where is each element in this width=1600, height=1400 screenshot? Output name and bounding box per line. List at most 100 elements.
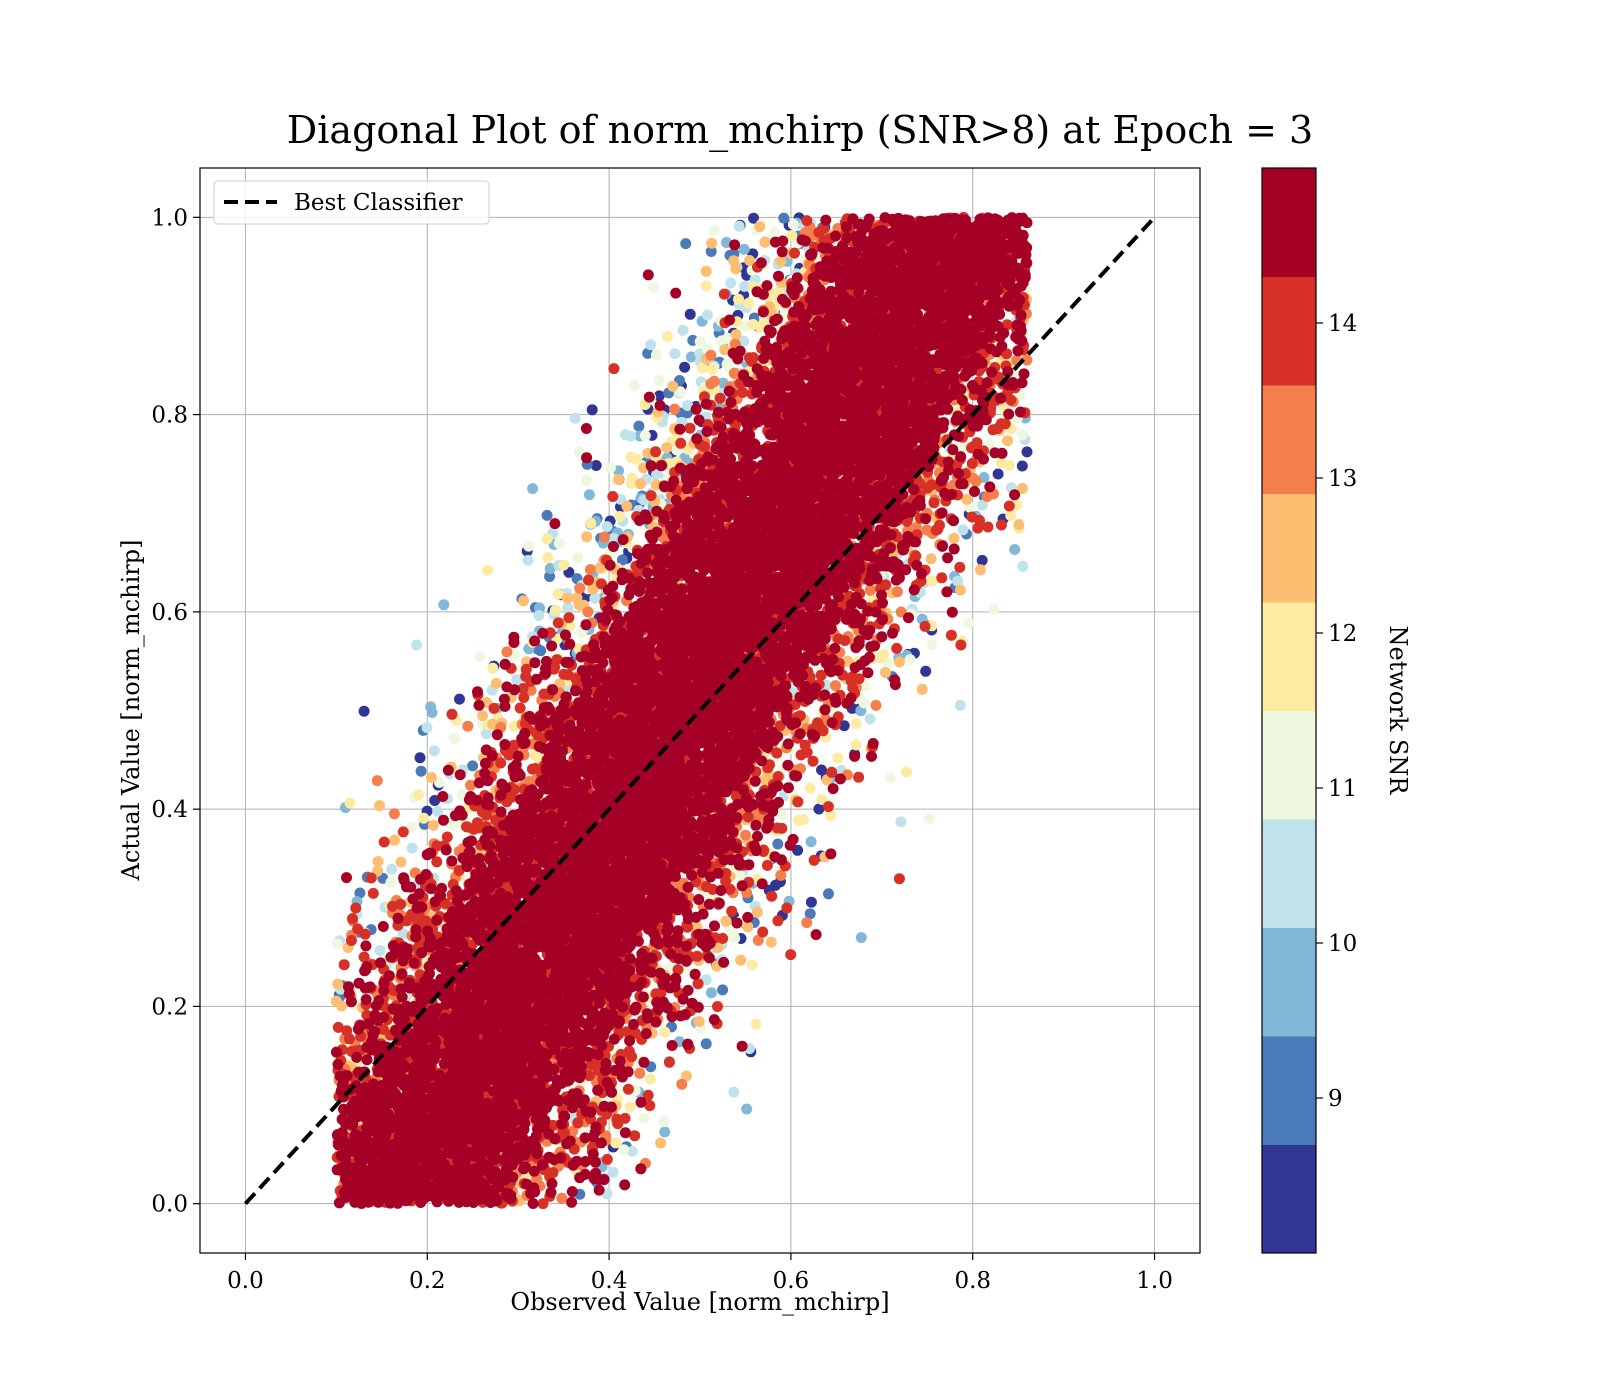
scatter-point: [608, 532, 620, 544]
scatter-point: [910, 550, 922, 562]
scatter-point: [954, 584, 966, 596]
scatter-point: [974, 514, 985, 526]
scatter-point: [626, 473, 638, 485]
scatter-point: [619, 429, 631, 441]
scatter-point: [650, 349, 662, 361]
scatter-point: [425, 771, 437, 783]
scatter-point: [426, 707, 438, 718]
scatter-point: [926, 575, 938, 587]
scatter-point: [701, 309, 713, 321]
scatter-point: [614, 511, 626, 522]
scatter-point: [667, 380, 679, 392]
scatter-point: [613, 474, 625, 485]
scatter-point: [786, 230, 798, 241]
scatter-point: [719, 344, 731, 356]
scatter-point: [345, 935, 357, 946]
scatter-point: [661, 442, 673, 454]
scatter-point: [413, 789, 424, 801]
scatter-point: [742, 921, 754, 933]
scatter-point: [653, 374, 665, 386]
scatter-point: [712, 1001, 723, 1012]
scatter-point: [684, 308, 696, 320]
scatter-point: [746, 959, 758, 971]
scatter-point: [624, 1101, 636, 1113]
scatter-point: [659, 1126, 671, 1138]
scatter-point: [751, 906, 763, 918]
scatter-point: [658, 1116, 670, 1128]
scatter-point: [693, 1016, 705, 1027]
scatter-point: [418, 812, 430, 824]
scatter-point: [582, 606, 594, 618]
scatter-point: [928, 497, 940, 509]
scatter-point: [387, 900, 398, 912]
scatter-point: [778, 212, 790, 224]
scatter-point: [610, 1137, 622, 1149]
scatter-point: [374, 945, 386, 957]
scatter-point: [955, 639, 967, 651]
scatter-point: [501, 646, 513, 658]
scatter-point: [669, 348, 681, 360]
scatter-point: [775, 255, 787, 267]
scatter-point: [427, 819, 439, 831]
scatter-point: [859, 680, 871, 692]
scatter-point: [823, 888, 834, 900]
scatter-point: [875, 652, 886, 664]
scatter-point: [367, 887, 379, 899]
scatter-point: [432, 805, 444, 817]
scatter-point: [733, 220, 745, 232]
scatter-point: [529, 749, 541, 761]
scatter-point: [700, 265, 712, 277]
scatter-point: [708, 224, 720, 236]
scatter-point: [586, 404, 598, 416]
scatter-point: [926, 639, 938, 651]
scatter-point: [371, 775, 383, 787]
scatter-point: [785, 949, 797, 961]
scatter-point: [511, 674, 523, 686]
scatter-point: [916, 683, 928, 695]
scatter-point: [523, 540, 535, 552]
scatter-point: [725, 277, 737, 289]
scatter-point: [706, 237, 718, 249]
scatter-point: [772, 915, 784, 927]
scatter-point: [487, 662, 499, 674]
scatter-point: [626, 1051, 638, 1063]
scatter-point: [1017, 560, 1029, 572]
scatter-point: [584, 564, 596, 576]
scatter-point: [740, 829, 752, 841]
scatter-point: [830, 680, 841, 692]
scatter-point: [359, 928, 371, 940]
scatter-point: [474, 651, 486, 663]
scatter-point: [893, 873, 905, 885]
scatter-point: [562, 602, 574, 614]
scatter-point: [789, 247, 800, 259]
scatter-point: [735, 954, 747, 966]
scatter-point: [934, 519, 945, 531]
scatter-point: [771, 747, 783, 759]
scatter-point: [680, 238, 692, 250]
scatter-point: [705, 349, 717, 361]
scatter-point: [446, 820, 458, 831]
scatter-point: [549, 604, 561, 616]
scatter-point: [728, 1086, 740, 1098]
scatter-point: [1021, 446, 1033, 458]
scatter-point: [572, 552, 584, 564]
scatter-point: [705, 987, 717, 999]
scatter-point: [1009, 544, 1021, 555]
scatter-point: [781, 902, 793, 914]
scatter-point: [738, 335, 750, 347]
scatter-point: [332, 978, 344, 990]
scatter-point: [421, 722, 433, 734]
scatter-point: [482, 564, 494, 576]
scatter-point: [645, 490, 657, 502]
scatter-point: [585, 517, 597, 529]
scatter-point: [395, 856, 407, 868]
scatter-point: [532, 729, 544, 741]
scatter-point: [739, 280, 751, 292]
scatter-point: [638, 1112, 650, 1124]
scatter-point: [813, 803, 825, 815]
scatter-point: [992, 468, 1004, 480]
scatter-point: [775, 869, 787, 881]
scatter-point: [344, 797, 356, 809]
scatter-point: [397, 928, 409, 939]
scatter-point: [599, 531, 610, 543]
